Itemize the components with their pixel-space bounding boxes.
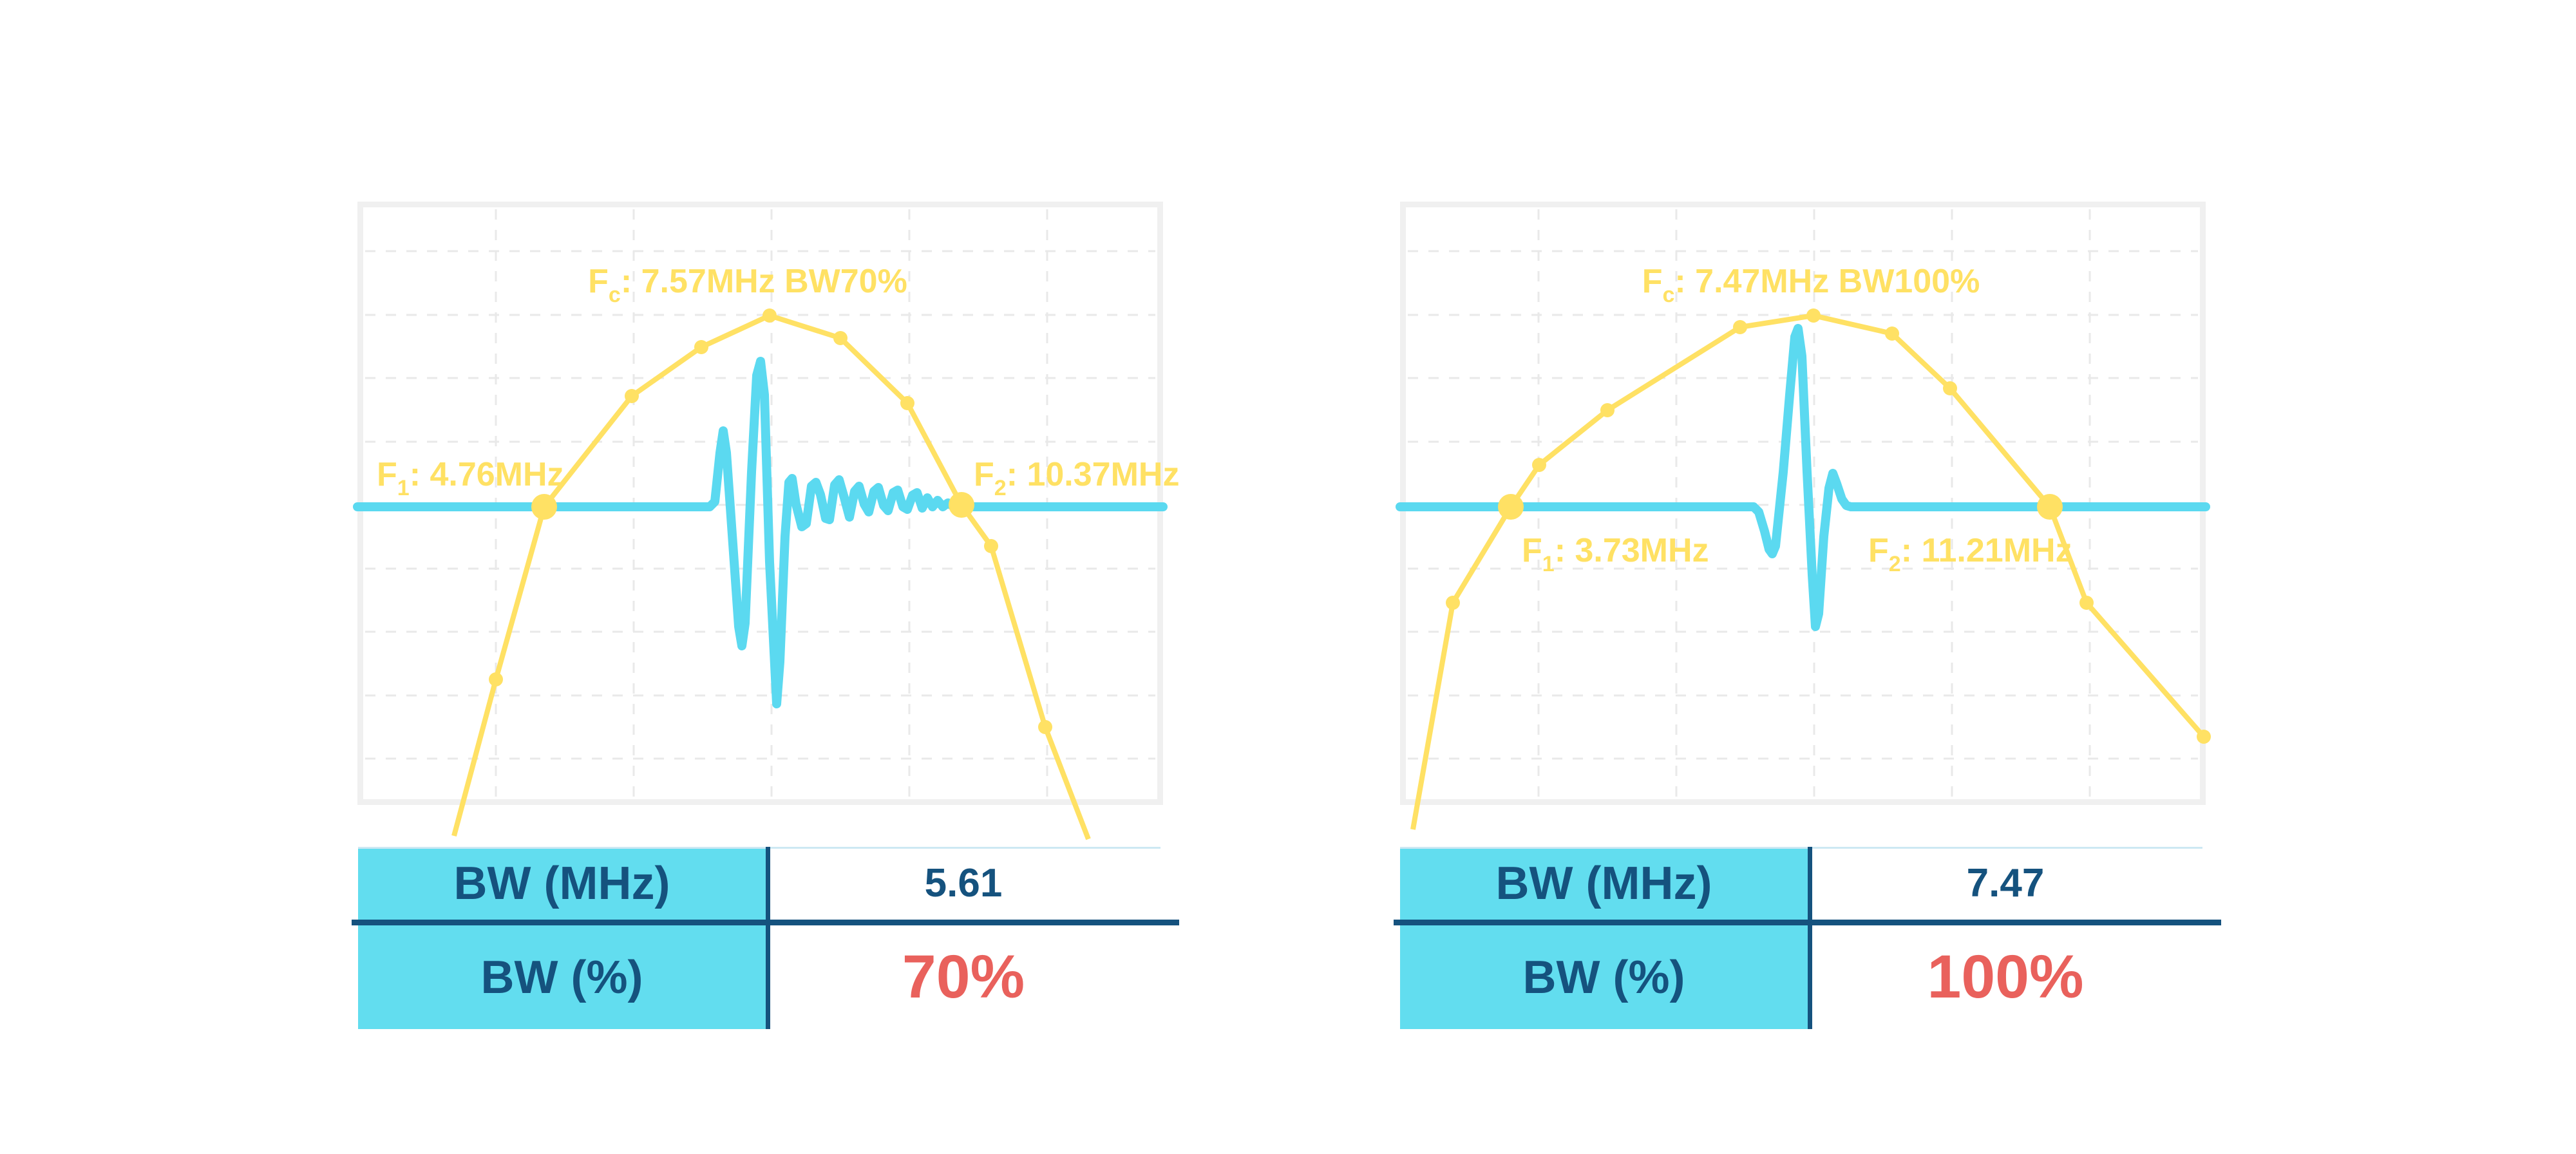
center-frequency-label: Fc: 7.47MHz BW100% xyxy=(1642,263,1980,306)
bw70-table: BW (MHz) 5.61 BW (%) 70% xyxy=(352,847,1186,1029)
f2-subscript: 2 xyxy=(1888,552,1901,576)
spectrum-point-marker xyxy=(694,340,708,354)
table-header-column xyxy=(358,847,766,1029)
rf-waveform-line xyxy=(353,357,1168,708)
spectrum-point-marker xyxy=(625,389,639,403)
bw-mhz-value: 5.61 xyxy=(924,860,1003,905)
spectrum-point-marker xyxy=(2079,596,2094,610)
spectrum-line xyxy=(1410,313,2206,830)
spectrum-point-marker xyxy=(1038,720,1052,734)
bw100-chart: Fc: 7.47MHz BW100% F1: 3.73MHz F2: 11.21… xyxy=(1396,202,2211,830)
spectrum-point-marker xyxy=(2197,730,2211,744)
fc-value: : 7.47MHz BW100% xyxy=(1674,263,1980,300)
lower-frequency-label: F1: 4.76MHz xyxy=(377,456,564,499)
bw100-chart-canvas xyxy=(1396,202,2211,830)
spectrum-point-marker xyxy=(900,396,914,410)
upper-frequency-label: F2: 11.21MHz xyxy=(1868,532,2072,575)
bw-pct-value: 100% xyxy=(1927,943,2084,1011)
fc-symbol: F xyxy=(588,263,609,300)
bandwidth-edge-marker xyxy=(531,494,557,520)
bw-mhz-value: 7.47 xyxy=(1966,860,2045,905)
spectrum-point-marker xyxy=(1733,320,1747,334)
table-column-divider xyxy=(1808,847,1812,1029)
spectrum-point-marker xyxy=(1600,403,1615,417)
bw100-table: BW (MHz) 7.47 BW (%) 100% xyxy=(1394,847,2228,1029)
spectrum-line xyxy=(451,313,1091,840)
spectrum-point-marker xyxy=(1532,458,1546,472)
spectrum-point-marker xyxy=(833,331,848,345)
f1-subscript: 1 xyxy=(1542,552,1555,576)
f2-value: : 10.37MHz xyxy=(1006,456,1180,493)
f2-subscript: 2 xyxy=(994,476,1007,500)
bw-mhz-row-label: BW (MHz) xyxy=(453,857,670,909)
spectrum-point-marker xyxy=(1806,308,1821,323)
bw-mhz-row-label: BW (MHz) xyxy=(1495,857,1712,909)
fc-subscript: c xyxy=(1662,283,1675,307)
f2-value: : 11.21MHz xyxy=(1900,532,2072,569)
f1-subscript: 1 xyxy=(397,476,410,500)
bw70-chart-canvas xyxy=(353,202,1168,840)
spectrum-point-marker xyxy=(1446,596,1460,610)
bw-pct-value: 70% xyxy=(902,943,1025,1011)
table-middle-rule xyxy=(1394,920,2221,925)
f1-value: : 4.76MHz xyxy=(409,456,564,493)
spectrum-point-marker xyxy=(762,308,777,323)
f2-symbol: F xyxy=(1868,532,1889,569)
rf-waveform-line xyxy=(1396,324,2210,631)
f1-symbol: F xyxy=(1522,532,1542,569)
bandwidth-edge-marker xyxy=(949,492,974,518)
f1-symbol: F xyxy=(377,456,397,493)
spectrum-point-marker xyxy=(1885,326,1899,341)
fc-value: : 7.57MHz BW70% xyxy=(620,263,907,300)
spectrum-point-marker xyxy=(984,539,998,553)
upper-frequency-label: F2: 10.37MHz xyxy=(974,456,1180,499)
bw-pct-row-label: BW (%) xyxy=(1522,951,1685,1003)
table-column-divider xyxy=(766,847,770,1029)
bandwidth-edge-marker xyxy=(2037,494,2063,520)
bandwidth-edge-marker xyxy=(1498,494,1524,520)
table-top-rule xyxy=(1400,847,2202,849)
fc-subscript: c xyxy=(608,283,621,307)
spectrum-point-marker xyxy=(489,672,503,686)
spectrum-point-marker xyxy=(1943,381,1957,395)
table-top-rule xyxy=(358,847,1160,849)
bw70-chart: Fc: 7.57MHz BW70% F1: 4.76MHz F2: 10.37M… xyxy=(353,202,1179,840)
f1-value: : 3.73MHz xyxy=(1554,532,1709,569)
fc-symbol: F xyxy=(1642,263,1663,300)
table-middle-rule xyxy=(352,920,1179,925)
center-frequency-label: Fc: 7.57MHz BW70% xyxy=(588,263,907,306)
f2-symbol: F xyxy=(974,456,994,493)
bw-pct-row-label: BW (%) xyxy=(480,951,643,1003)
lower-frequency-label: F1: 3.73MHz xyxy=(1522,532,1709,575)
table-header-column xyxy=(1400,847,1808,1029)
